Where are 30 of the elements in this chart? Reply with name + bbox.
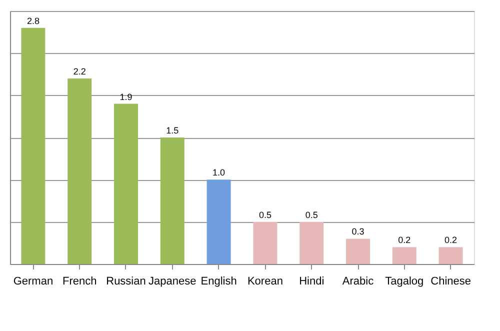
data-label: 0.5 <box>305 210 318 220</box>
data-label: 0.5 <box>258 210 272 220</box>
x-tick-label: Chinese <box>430 276 471 288</box>
data-label: 2.2 <box>73 66 86 76</box>
x-tick-label: French <box>62 276 97 288</box>
data-label: 0.2 <box>444 235 458 246</box>
x-tick-label: Japanese <box>148 276 196 288</box>
bar <box>160 138 184 264</box>
bar <box>68 78 92 264</box>
bar <box>392 247 416 264</box>
x-tick-label: Russian <box>106 276 146 288</box>
bar <box>21 28 46 264</box>
bar <box>346 238 370 264</box>
data-label: 0.2 <box>398 235 411 246</box>
data-label: 1.9 <box>120 92 132 102</box>
data-label: 1.0 <box>212 168 226 178</box>
x-tick-label: Korean <box>247 276 283 288</box>
bar <box>300 222 324 264</box>
data-label: 2.8 <box>26 16 40 26</box>
data-label: 0.3 <box>352 226 364 237</box>
bar <box>206 180 231 264</box>
data-label: 1.5 <box>166 126 179 136</box>
x-tick-label: Tagalog <box>385 276 424 288</box>
bar <box>253 222 278 264</box>
x-tick-label: Arabic <box>342 276 374 288</box>
x-tick-label: English <box>200 276 237 288</box>
bar <box>114 104 138 264</box>
bar <box>438 247 463 264</box>
x-tick-label: Hindi <box>299 276 324 288</box>
x-tick-label: German <box>13 276 54 288</box>
